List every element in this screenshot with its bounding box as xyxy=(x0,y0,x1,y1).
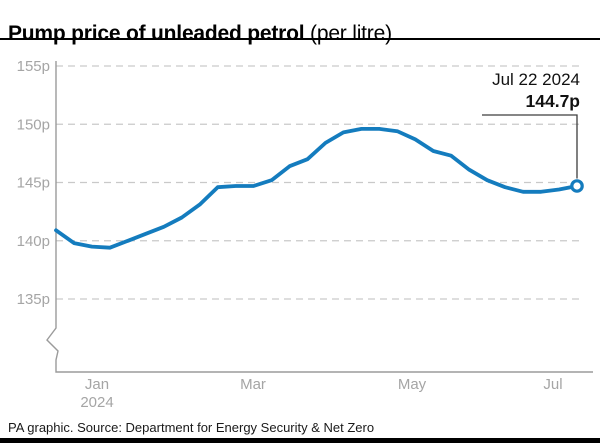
y-tick-label: 145p xyxy=(17,175,50,192)
end-point-marker xyxy=(570,179,584,193)
annotation-value: 144.7p xyxy=(526,91,580,111)
axes-with-break xyxy=(46,61,593,373)
y-tick-label: 140p xyxy=(17,233,50,250)
price-line xyxy=(54,127,579,250)
x-tick-label: Jan xyxy=(85,376,109,393)
source-credit: PA graphic. Source: Department for Energ… xyxy=(8,420,375,435)
x-tick-year-label: 2024 xyxy=(80,394,113,411)
y-tick-label: 150p xyxy=(17,116,50,133)
y-tick-label: 135p xyxy=(17,291,50,308)
annotation-callout-line xyxy=(482,114,578,179)
x-tick-label: Jul xyxy=(543,376,562,393)
x-tick-label: Mar xyxy=(240,376,266,393)
bottom-rule xyxy=(0,438,600,443)
y-tick-label: 155p xyxy=(17,58,50,75)
x-tick-label: May xyxy=(398,376,427,393)
annotation-date: Jul 22 2024 xyxy=(492,70,580,89)
title-divider-rule xyxy=(0,38,600,40)
